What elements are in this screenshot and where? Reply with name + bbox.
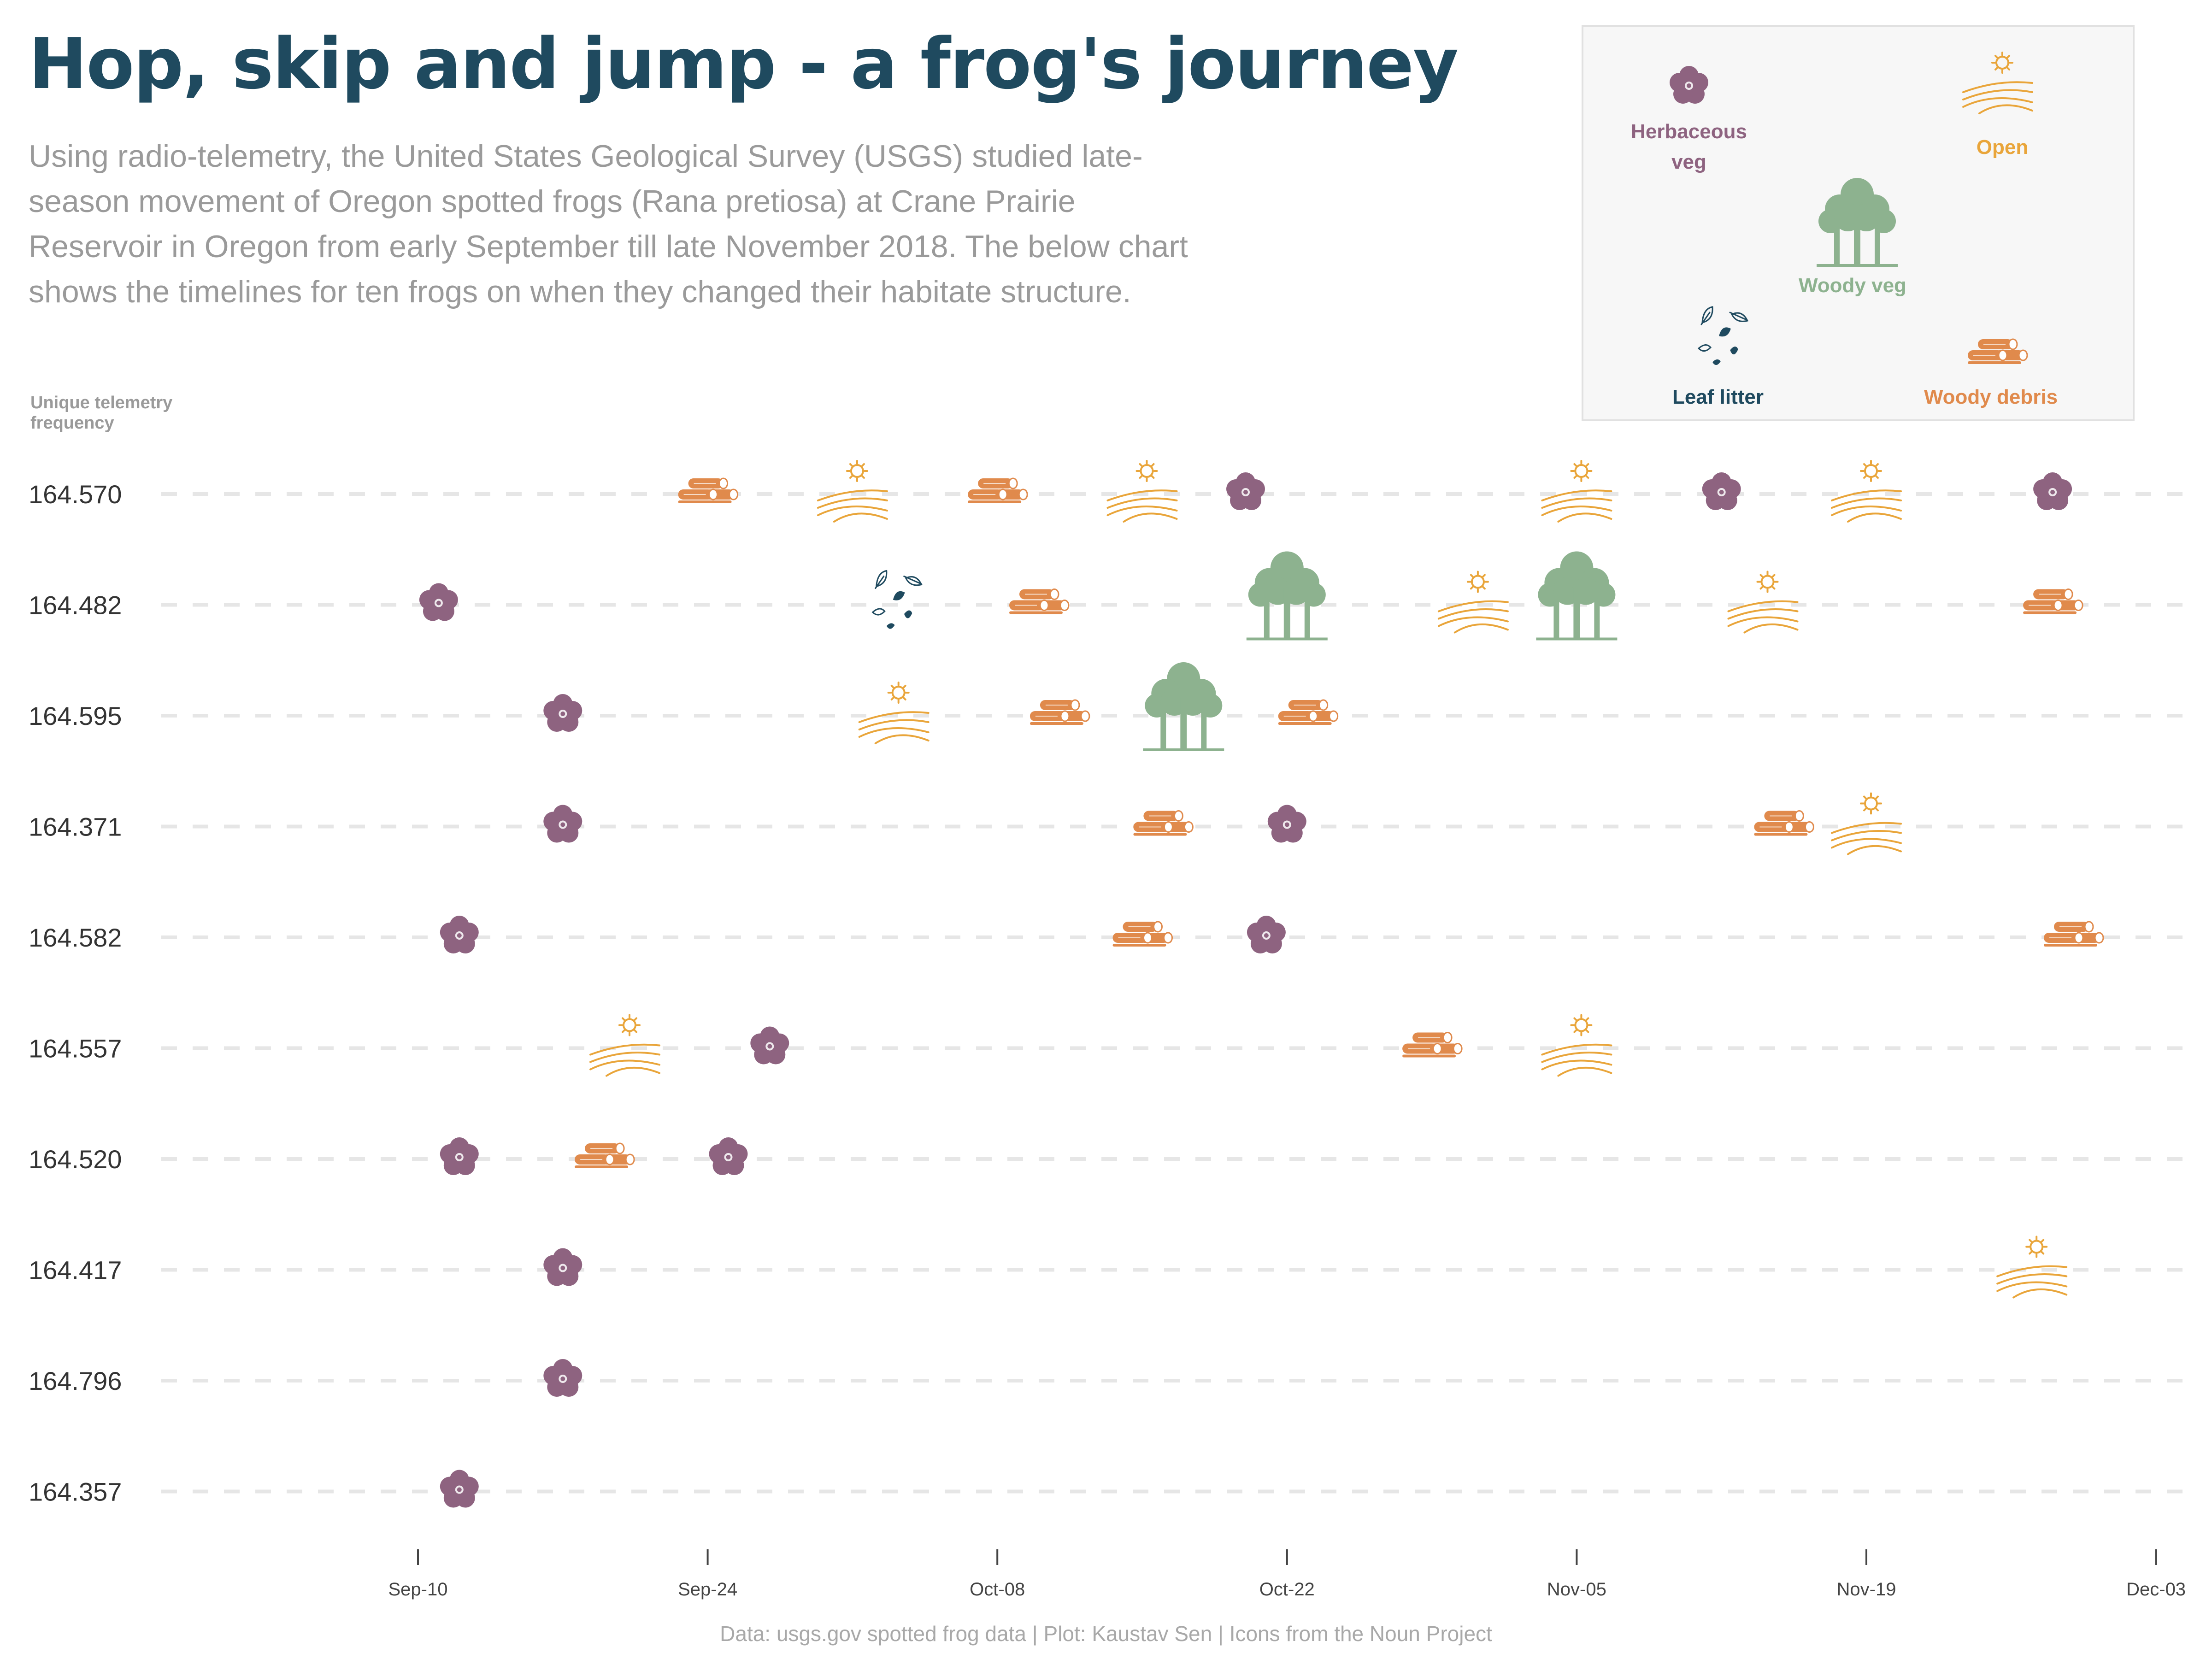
y-tick-label: 164.371: [29, 812, 122, 841]
mark-leaf-litter-icon: [872, 570, 923, 629]
mark-herbaceous-icon: [543, 1359, 582, 1397]
sun-field-icon: [1962, 52, 2033, 114]
chart-subtitle: Using radio-telemetry, the United States…: [29, 139, 1188, 309]
y-axis-title-line2: frequency: [30, 413, 114, 433]
legend: Herbaceous veg Open Woody veg Leaf litter Woo…: [1631, 52, 2058, 408]
x-tick-label: Sep-10: [388, 1579, 448, 1600]
mark-open-icon: [1106, 460, 1178, 523]
series-row-164.796: [543, 1359, 582, 1397]
y-tick-label: 164.357: [29, 1477, 122, 1506]
mark-open-icon: [1541, 1014, 1612, 1077]
series-row-164.417: [543, 1235, 2068, 1299]
y-tick-label: 164.582: [29, 923, 122, 952]
x-axis: Sep-10 Sep-24 Oct-08 Oct-22 Nov-05 Nov-19 Dec-…: [161, 1549, 2189, 1600]
mark-herbaceous-icon: [1702, 472, 1741, 510]
legend-label: Herbaceous: [1631, 120, 1747, 143]
data-marks: [419, 460, 2104, 1508]
legend-label: Open: [1977, 136, 2028, 159]
y-tick-label: 164.417: [29, 1256, 122, 1285]
y-tick-label: 164.570: [29, 480, 122, 509]
legend-item-woody-veg: Woody veg: [1799, 178, 1906, 297]
mark-woody-veg-icon: [1247, 552, 1328, 639]
mark-herbaceous-icon: [709, 1137, 748, 1175]
mark-open-icon: [1437, 571, 1509, 634]
mark-woody-debris-icon: [574, 1142, 635, 1169]
mark-woody-veg-icon: [1143, 662, 1224, 750]
x-tick-label: Sep-24: [678, 1579, 737, 1600]
mark-woody-debris-icon: [1132, 810, 1194, 836]
leaves-icon: [1698, 306, 1748, 365]
series-row-164.371: [543, 792, 1902, 855]
chart-title: Hop, skip and jump - a frog's journey: [29, 23, 1459, 105]
y-tick-label: 164.557: [29, 1034, 122, 1063]
flower-icon: [1670, 66, 1708, 104]
series-row-164.595: [543, 662, 1339, 750]
series-row-164.557: [589, 1014, 1612, 1077]
y-tick-label: 164.482: [29, 591, 122, 620]
mark-open-icon: [1727, 571, 1799, 634]
series-row-164.582: [440, 916, 2104, 953]
gridlines: [161, 492, 2189, 1494]
tree-icon: [1817, 178, 1898, 265]
mark-woody-debris-icon: [1277, 699, 1339, 726]
mark-woody-debris-icon: [1112, 921, 1173, 947]
mark-herbaceous-icon: [440, 1137, 479, 1175]
chart-caption: Data: usgs.gov spotted frog data | Plot:…: [720, 1622, 1492, 1646]
y-tick-label: 164.595: [29, 701, 122, 730]
mark-herbaceous-icon: [1247, 916, 1286, 953]
mark-woody-debris-icon: [1008, 588, 1070, 615]
mark-herbaceous-icon: [2033, 472, 2072, 510]
mark-open-icon: [1541, 460, 1612, 523]
series-row-164.520: [440, 1137, 748, 1175]
mark-herbaceous-icon: [543, 1248, 582, 1286]
x-tick-label: Oct-08: [970, 1579, 1025, 1600]
mark-open-icon: [817, 460, 888, 523]
x-tick-label: Nov-05: [1547, 1579, 1606, 1600]
mark-open-icon: [589, 1014, 660, 1077]
x-tick-label: Dec-03: [2126, 1579, 2186, 1600]
series-row-164.482: [419, 552, 2083, 639]
legend-label: Woody veg: [1799, 274, 1906, 297]
mark-herbaceous-icon: [1267, 805, 1306, 843]
y-tick-label: 164.796: [29, 1366, 122, 1395]
logs-icon: [1967, 338, 2028, 365]
mark-herbaceous-icon: [440, 916, 479, 953]
mark-herbaceous-icon: [1226, 472, 1265, 510]
legend-item-woody-debris: Woody debris: [1924, 338, 2058, 408]
mark-open-icon: [1831, 460, 1902, 523]
legend-label: veg: [1671, 151, 1706, 173]
legend-label: Leaf litter: [1672, 386, 1764, 408]
x-tick-label: Oct-22: [1259, 1579, 1315, 1600]
mark-herbaceous-icon: [543, 805, 582, 843]
series-row-164.357: [440, 1470, 479, 1508]
mark-woody-debris-icon: [1401, 1032, 1463, 1058]
mark-woody-debris-icon: [2022, 588, 2083, 615]
mark-open-icon: [1996, 1235, 2068, 1299]
legend-item-herbaceous: Herbaceous veg: [1631, 66, 1747, 173]
legend-label: Woody debris: [1924, 386, 2058, 408]
mark-herbaceous-icon: [750, 1026, 789, 1065]
mark-woody-debris-icon: [1753, 810, 1814, 836]
y-axis-title-line1: Unique telemetry: [30, 393, 172, 412]
mark-herbaceous-icon: [419, 583, 458, 621]
mark-open-icon: [1831, 792, 1902, 855]
legend-item-open: Open: [1962, 52, 2033, 159]
x-tick-label: Nov-19: [1837, 1579, 1896, 1600]
mark-herbaceous-icon: [440, 1470, 479, 1508]
mark-woody-debris-icon: [2043, 921, 2104, 947]
y-tick-label: 164.520: [29, 1145, 122, 1174]
mark-herbaceous-icon: [543, 694, 582, 732]
series-row-164.570: [677, 460, 2072, 523]
legend-item-leaf-litter: Leaf litter: [1672, 306, 1764, 408]
mark-open-icon: [858, 682, 930, 744]
mark-woody-veg-icon: [1536, 552, 1617, 639]
mark-woody-debris-icon: [677, 477, 739, 504]
mark-woody-debris-icon: [1029, 699, 1090, 726]
y-axis: 164.570 164.482 164.595 164.371 164.582 164.5…: [29, 480, 122, 1506]
mark-woody-debris-icon: [967, 477, 1028, 504]
